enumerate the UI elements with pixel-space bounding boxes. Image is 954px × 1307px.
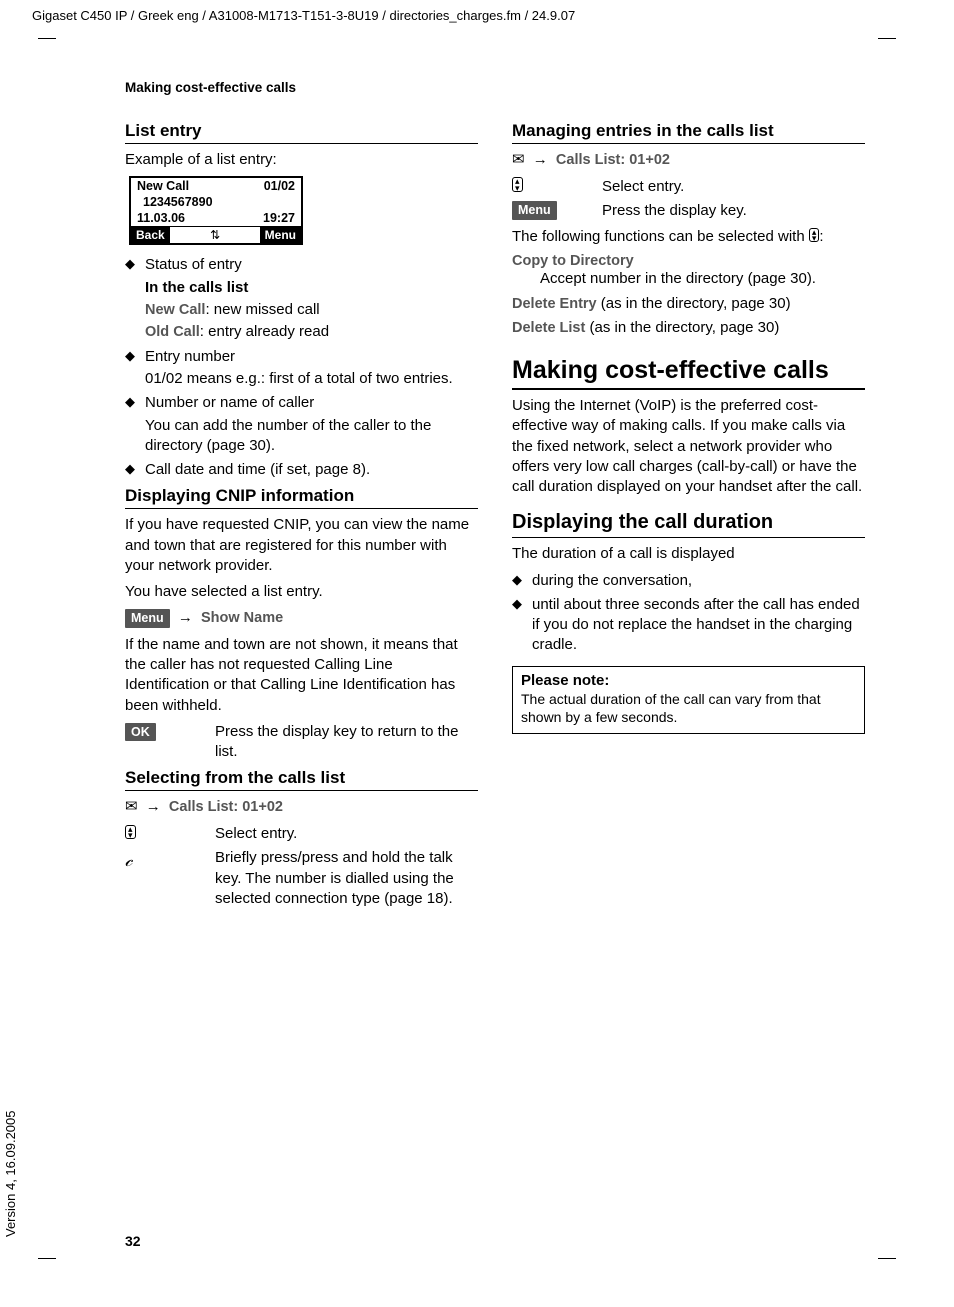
- number-caller-desc: You can add the number of the caller to …: [145, 416, 478, 457]
- cnip-p3: If the name and town are not shown, it m…: [125, 635, 478, 716]
- bullet-status: Status of entry In the calls list New Ca…: [125, 255, 478, 343]
- display-line2: 1234567890: [143, 195, 213, 209]
- managing-path: → Calls List: 01+02: [512, 150, 865, 171]
- section-managing-title: Managing entries in the calls list: [512, 121, 865, 144]
- crop-mark: [38, 1258, 56, 1259]
- select-entry-text: Select entry.: [215, 824, 478, 844]
- duration-b1: during the conversation,: [512, 571, 865, 591]
- call-duration-bullets: during the conversation, until about thr…: [512, 571, 865, 656]
- bullet-number-caller: Number or name of caller You can add the…: [125, 393, 478, 456]
- display-line1-left: New Call: [137, 179, 189, 193]
- cost-effective-p1: Using the Internet (VoIP) is the preferr…: [512, 396, 865, 497]
- content-columns: List entry Example of a list entry: New …: [125, 115, 865, 913]
- menu-key-icon: Menu: [125, 609, 170, 628]
- crop-mark: [878, 1258, 896, 1259]
- new-call-desc: : new missed call: [205, 301, 319, 318]
- scroll-key-icon: [809, 228, 820, 243]
- select-entry-step-2: Select entry.: [512, 177, 865, 197]
- delete-list-text: (as in the directory, page 30): [585, 319, 779, 336]
- ok-key-icon: OK: [125, 723, 156, 742]
- bullet-entry-number-text: Entry number: [145, 348, 235, 365]
- list-entry-intro: Example of a list entry:: [125, 150, 478, 170]
- section-cnip-title: Displaying CNIP information: [125, 486, 478, 509]
- entry-number-desc: 01/02 means e.g.: first of a total of tw…: [145, 369, 478, 389]
- delete-entry-line: Delete Entry (as in the directory, page …: [512, 294, 865, 315]
- page: Gigaset C450 IP / Greek eng / A31008-M17…: [0, 0, 954, 1307]
- note-box: Please note: The actual duration of the …: [512, 666, 865, 734]
- scroll-key-icon: [512, 177, 523, 192]
- delete-entry-label: Delete Entry: [512, 296, 597, 312]
- functions-intro-text: The following functions can be selected …: [512, 228, 809, 245]
- old-call-desc: : entry already read: [200, 323, 329, 340]
- arrow-icon: →: [178, 609, 193, 626]
- calls-list-label: Calls List: 01+02: [169, 799, 283, 815]
- call-duration-p1: The duration of a call is displayed: [512, 544, 865, 564]
- running-head: Making cost-effective calls: [125, 80, 296, 95]
- cnip-p2: You have selected a list entry.: [125, 582, 478, 602]
- menu-key-icon: Menu: [512, 201, 557, 220]
- softkey-menu: Menu: [260, 227, 301, 243]
- select-entry-step: Select entry.: [125, 824, 478, 844]
- delete-list-line: Delete List (as in the directory, page 3…: [512, 318, 865, 339]
- cnip-p1: If you have requested CNIP, you can view…: [125, 515, 478, 576]
- copy-directory-block: Copy to Directory Accept number in the d…: [512, 253, 865, 289]
- arrow-icon: →: [533, 151, 548, 168]
- display-line1-right: 01/02: [264, 179, 295, 193]
- bullet-number-caller-text: Number or name of caller: [145, 394, 314, 411]
- ok-step: OK Press the display key to return to th…: [125, 722, 478, 763]
- envelope-icon: [125, 798, 138, 815]
- page-number: 32: [125, 1233, 141, 1249]
- section-selecting-title: Selecting from the calls list: [125, 768, 478, 791]
- select-entry-text-2: Select entry.: [602, 177, 865, 197]
- crop-mark: [878, 38, 896, 39]
- phone-display-example: New Call 01/02 1234567890 11.03.06 19:27…: [129, 176, 303, 245]
- cnip-menu-path: Menu → Show Name: [125, 608, 478, 629]
- arrow-icon: →: [146, 798, 161, 815]
- note-title: Please note:: [521, 671, 856, 691]
- old-call-line: Old Call: entry already read: [145, 322, 478, 343]
- right-column: Managing entries in the calls list → Cal…: [512, 115, 865, 913]
- section-cost-effective-title: Making cost-effective calls: [512, 357, 865, 391]
- old-call-label: Old Call: [145, 324, 200, 340]
- new-call-label: New Call: [145, 302, 205, 318]
- delete-entry-text: (as in the directory, page 30): [597, 295, 791, 312]
- delete-list-label: Delete List: [512, 320, 585, 336]
- left-column: List entry Example of a list entry: New …: [125, 115, 478, 913]
- calls-list-label: Calls List: 01+02: [556, 152, 670, 168]
- copy-directory-label: Copy to Directory: [512, 253, 865, 269]
- bullet-call-date: Call date and time (if set, page 8).: [125, 460, 478, 480]
- scroll-key-icon: [125, 825, 136, 840]
- in-calls-list-label: In the calls list: [145, 278, 478, 298]
- duration-b2: until about three seconds after the call…: [512, 595, 865, 656]
- show-name-label: Show Name: [201, 610, 283, 626]
- header-path: Gigaset C450 IP / Greek eng / A31008-M17…: [32, 8, 922, 23]
- copy-directory-text: Accept number in the directory (page 30)…: [512, 269, 865, 289]
- talk-key-step: 𝒸 Briefly press/press and hold the talk …: [125, 848, 478, 909]
- display-line3-right: 19:27: [263, 211, 295, 225]
- envelope-icon: [512, 151, 525, 168]
- section-list-entry-title: List entry: [125, 121, 478, 144]
- ok-step-text: Press the display key to return to the l…: [215, 722, 478, 763]
- bullet-entry-number: Entry number 01/02 means e.g.: first of …: [125, 347, 478, 390]
- version-text: Version 4, 16.09.2005: [3, 1111, 18, 1238]
- softkey-scroll-icon: ⇅: [171, 227, 260, 243]
- crop-mark: [38, 38, 56, 39]
- menu-key-step: Menu Press the display key.: [512, 201, 865, 221]
- section-call-duration-title: Displaying the call duration: [512, 511, 865, 538]
- bullet-status-text: Status of entry: [145, 256, 242, 273]
- functions-intro: The following functions can be selected …: [512, 227, 865, 247]
- selecting-path: → Calls List: 01+02: [125, 797, 478, 818]
- note-text: The actual duration of the call can vary…: [521, 690, 856, 726]
- talk-key-icon: 𝒸: [125, 850, 132, 870]
- new-call-line: New Call: new missed call: [145, 300, 478, 321]
- list-entry-bullets: Status of entry In the calls list New Ca…: [125, 255, 478, 480]
- display-line3-left: 11.03.06: [137, 211, 185, 225]
- softkey-back: Back: [131, 227, 171, 243]
- talk-key-text: Briefly press/press and hold the talk ke…: [215, 848, 478, 909]
- menu-key-text: Press the display key.: [602, 201, 865, 221]
